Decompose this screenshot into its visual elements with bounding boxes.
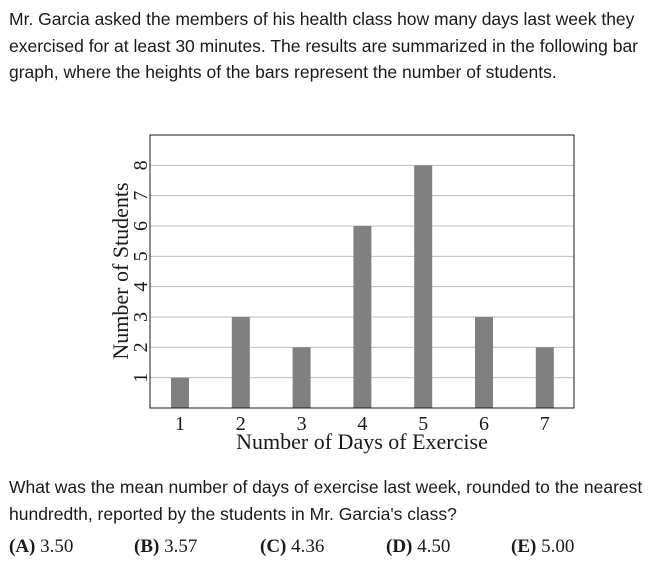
x-tick-label: 1 (175, 413, 185, 435)
choice-letter: (A) (9, 536, 36, 557)
y-tick-label: 3 (130, 312, 152, 322)
plot-frame (149, 134, 575, 409)
choice-letter: (C) (260, 536, 287, 557)
y-tick-label: 2 (130, 342, 152, 352)
bar-3 (292, 347, 311, 408)
problem-statement: Mr. Garcia asked the members of his heal… (9, 9, 639, 82)
y-tick-label: 8 (130, 160, 152, 170)
choice-e[interactable]: (E) 5.00 (511, 536, 574, 558)
choice-value: 5.00 (541, 536, 575, 557)
x-tick-label: 7 (540, 413, 550, 435)
x-tick-label: 6 (479, 413, 489, 435)
y-tick-labels: 1 2 3 4 5 6 7 8 (130, 160, 152, 382)
choice-value: 3.57 (164, 536, 198, 557)
choice-letter: (B) (134, 536, 160, 557)
x-axis-label: Number of Days of Exercise (236, 429, 488, 454)
choice-value: 4.50 (417, 536, 451, 557)
chart-bars (171, 165, 554, 408)
bar-6 (475, 317, 493, 408)
choice-b[interactable]: (B) 3.57 (134, 536, 197, 558)
x-tick-label: 5 (418, 413, 428, 435)
y-tick-label: 7 (130, 191, 152, 201)
choice-c[interactable]: (C) 4.36 (260, 536, 324, 558)
bar-5 (414, 165, 433, 408)
answer-choices: (A) 3.50 (B) 3.57 (C) 4.36 (D) 4.50 (E) … (9, 536, 659, 562)
bar-7 (535, 347, 554, 408)
bar-4 (353, 226, 372, 408)
x-tick-label: 2 (236, 413, 246, 435)
y-axis-label: Number of Students (108, 182, 133, 359)
x-tick-labels: 1 2 3 4 5 6 7 (175, 413, 550, 435)
choice-letter: (E) (511, 536, 537, 557)
y-tick-label: 4 (130, 282, 152, 292)
choice-letter: (D) (386, 536, 413, 557)
x-tick-label: 3 (297, 413, 307, 435)
choice-value: 4.36 (291, 536, 325, 557)
x-tick-label: 4 (357, 413, 367, 435)
bar-2 (231, 317, 250, 408)
y-tick-label: 5 (130, 251, 152, 261)
choice-a[interactable]: (A) 3.50 (9, 536, 73, 558)
y-tick-label: 1 (130, 373, 152, 383)
choice-d[interactable]: (D) 4.50 (386, 536, 450, 558)
bar-1 (171, 377, 189, 408)
question-text: What was the mean number of days of exer… (9, 477, 643, 524)
y-tick-label: 6 (130, 221, 152, 231)
choice-value: 3.50 (40, 536, 74, 557)
